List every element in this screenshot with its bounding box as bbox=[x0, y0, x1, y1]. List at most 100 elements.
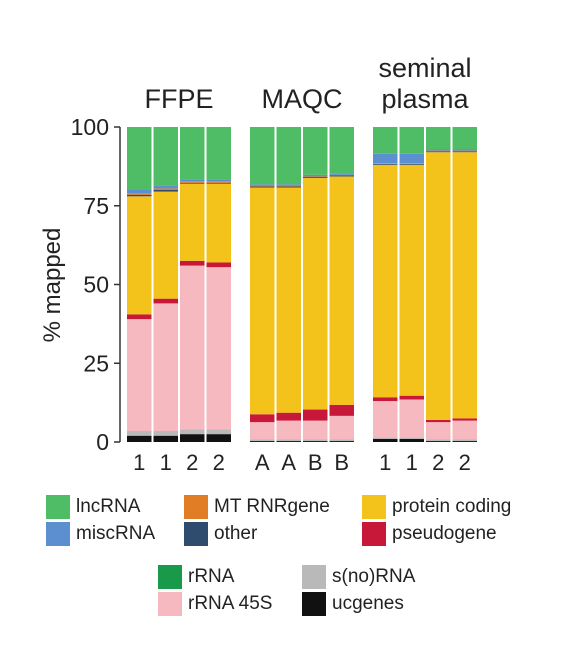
bar-segment-ffpe-4-pseudogene bbox=[206, 262, 231, 268]
bar-segment-seminal-plasma-3-mt-rnrgene bbox=[426, 150, 451, 152]
group-title-seminal-plasma-line2: plasma bbox=[381, 84, 469, 114]
legend-item-pseudogene: pseudogene bbox=[362, 522, 497, 546]
bar-segment-ffpe-3-lncrna bbox=[180, 127, 205, 180]
bar-segment-maqc-4-ucgenes bbox=[329, 441, 354, 442]
y-tick-label-100: 100 bbox=[71, 114, 109, 140]
legend-item-protein-coding: protein coding bbox=[362, 495, 511, 519]
bar-segment-ffpe-1-pseudogene bbox=[127, 314, 152, 320]
bar-segment-maqc-2-s-no-rna bbox=[276, 439, 301, 442]
bar-segment-ffpe-3-miscrna bbox=[180, 179, 205, 182]
bar-segment-maqc-1-miscrna bbox=[250, 184, 275, 186]
bar-segment-maqc-2-other bbox=[276, 186, 301, 188]
bar-segment-maqc-4-other bbox=[329, 175, 354, 177]
x-tick-label-seminal-plasma-2: 1 bbox=[406, 450, 418, 475]
bar-segment-seminal-plasma-3-miscrna bbox=[426, 149, 451, 151]
bar-segment-maqc-4-pseudogene bbox=[329, 404, 354, 416]
group-title-ffpe: FFPE bbox=[144, 84, 213, 114]
bar-segment-seminal-plasma-2-miscrna bbox=[399, 153, 424, 164]
legend-label-rrna: rRNA bbox=[188, 566, 235, 587]
legend-swatch-ucgenes bbox=[302, 592, 326, 616]
bar-segment-seminal-plasma-2-mt-rnrgene bbox=[399, 163, 424, 164]
bar-segment-maqc-1-other bbox=[250, 186, 275, 188]
bar-segment-maqc-1-lncrna bbox=[250, 127, 275, 185]
bar-segment-seminal-plasma-1-ucgenes bbox=[373, 438, 398, 442]
bar-segment-maqc-4-lncrna bbox=[329, 127, 354, 174]
bar-segment-ffpe-4-lncrna bbox=[206, 127, 231, 180]
bar-segment-seminal-plasma-3-protein-coding bbox=[426, 152, 451, 420]
bar-segment-seminal-plasma-2-pseudogene bbox=[399, 395, 424, 400]
bar-segment-ffpe-3-other bbox=[180, 182, 205, 184]
legend-label-mt-rnrgene: MT RNRgene bbox=[214, 496, 330, 517]
bar-segment-ffpe-3-s-no-rna bbox=[180, 429, 205, 435]
legend-item-rrna-45s: rRNA 45S bbox=[158, 592, 272, 616]
legend-item-miscrna: miscRNA bbox=[46, 522, 155, 546]
bar-segment-seminal-plasma-3-other bbox=[426, 151, 451, 153]
bar-segment-seminal-plasma-4-other bbox=[452, 151, 477, 153]
bar-segment-ffpe-3-mt-rnrgene bbox=[180, 181, 205, 183]
legend-label-miscrna: miscRNA bbox=[76, 523, 156, 544]
bar-segment-ffpe-2-rrna-45s bbox=[153, 303, 178, 431]
bar-segment-maqc-3-rrna-45s bbox=[303, 420, 328, 440]
bar-segment-seminal-plasma-3-ucgenes bbox=[426, 441, 451, 442]
bar-segment-seminal-plasma-3-pseudogene bbox=[426, 419, 451, 423]
x-tick-label-seminal-plasma-4: 2 bbox=[459, 450, 471, 475]
x-tick-label-maqc-3: B bbox=[308, 450, 323, 475]
bar-segment-seminal-plasma-4-protein-coding bbox=[452, 152, 477, 419]
bar-segment-maqc-3-lncrna bbox=[303, 127, 328, 175]
bar-segment-ffpe-2-miscrna bbox=[153, 185, 178, 189]
bar-segment-maqc-3-pseudogene bbox=[303, 409, 328, 421]
bar-segment-seminal-plasma-3-s-no-rna bbox=[426, 439, 451, 442]
legend-label-pseudogene: pseudogene bbox=[392, 523, 497, 544]
legend-label-rrna-45s: rRNA 45S bbox=[188, 593, 273, 614]
bar-segment-maqc-4-s-no-rna bbox=[329, 439, 354, 442]
x-tick-label-maqc-1: A bbox=[255, 450, 270, 475]
legend-item-rrna: rRNA bbox=[158, 565, 234, 589]
bar-segment-seminal-plasma-2-ucgenes bbox=[399, 438, 424, 442]
bar-segment-maqc-3-miscrna bbox=[303, 174, 328, 177]
bar-segment-maqc-1-pseudogene bbox=[250, 414, 275, 423]
bar-segment-maqc-4-miscrna bbox=[329, 173, 354, 175]
bar-segment-ffpe-4-ucgenes bbox=[206, 434, 231, 442]
bar-segment-maqc-1-mt-rnrgene bbox=[250, 185, 275, 187]
bar-segment-maqc-3-protein-coding bbox=[303, 178, 328, 410]
bar-segment-seminal-plasma-4-pseudogene bbox=[452, 418, 477, 421]
bar-segment-maqc-1-rrna-45s bbox=[250, 422, 275, 440]
bar-segment-ffpe-4-mt-rnrgene bbox=[206, 181, 231, 183]
bar-segment-maqc-2-mt-rnrgene bbox=[276, 185, 301, 187]
bar-segment-maqc-2-ucgenes bbox=[276, 441, 301, 442]
x-tick-label-ffpe-3: 2 bbox=[186, 450, 198, 475]
bar-segment-seminal-plasma-1-protein-coding bbox=[373, 164, 398, 398]
bar-segment-ffpe-2-lncrna bbox=[153, 127, 178, 186]
legend-item-ucgenes: ucgenes bbox=[302, 592, 404, 616]
bar-segment-ffpe-3-ucgenes bbox=[180, 434, 205, 442]
legend-swatch-snorna bbox=[302, 565, 326, 589]
legend-label-other: other bbox=[214, 523, 258, 544]
bar-segment-ffpe-1-ucgenes bbox=[127, 435, 152, 442]
bar-segment-ffpe-3-rrna-45s bbox=[180, 265, 205, 430]
bar-segment-maqc-3-s-no-rna bbox=[303, 439, 328, 442]
legend-item-mt-rnrgene: MT RNRgene bbox=[184, 495, 330, 519]
bar-segment-seminal-plasma-2-lncrna bbox=[399, 127, 424, 154]
legend-label-snorna: s(no)RNA bbox=[332, 566, 416, 587]
bar-segment-seminal-plasma-4-mt-rnrgene bbox=[452, 150, 477, 152]
bar-segment-ffpe-4-miscrna bbox=[206, 179, 231, 182]
bar-segment-maqc-3-ucgenes bbox=[303, 441, 328, 442]
bar-segment-ffpe-1-mt-rnrgene bbox=[127, 193, 152, 195]
bar-segment-seminal-plasma-2-s-no-rna bbox=[399, 437, 424, 439]
y-tick-label-0: 0 bbox=[96, 429, 109, 455]
bar-segment-seminal-plasma-4-miscrna bbox=[452, 149, 477, 151]
bar-segment-seminal-plasma-1-other bbox=[373, 163, 398, 165]
bar-segment-ffpe-1-lncrna bbox=[127, 127, 152, 190]
bar-segment-maqc-2-rrna-45s bbox=[276, 420, 301, 440]
bar-segment-maqc-1-protein-coding bbox=[250, 187, 275, 415]
bar-segment-ffpe-3-pseudogene bbox=[180, 260, 205, 266]
bar-segment-ffpe-2-protein-coding bbox=[153, 191, 178, 299]
bar-segment-maqc-3-mt-rnrgene bbox=[303, 176, 328, 178]
bar-segment-ffpe-2-mt-rnrgene bbox=[153, 188, 178, 190]
legend-item-lncrna: lncRNA bbox=[46, 495, 140, 519]
group-title-seminal-plasma-line1: seminal bbox=[378, 53, 471, 83]
bar-segment-ffpe-2-pseudogene bbox=[153, 298, 178, 304]
legend-label-lncrna: lncRNA bbox=[76, 496, 141, 517]
bar-segment-ffpe-2-other bbox=[153, 190, 178, 192]
group-title-maqc: MAQC bbox=[262, 84, 343, 114]
